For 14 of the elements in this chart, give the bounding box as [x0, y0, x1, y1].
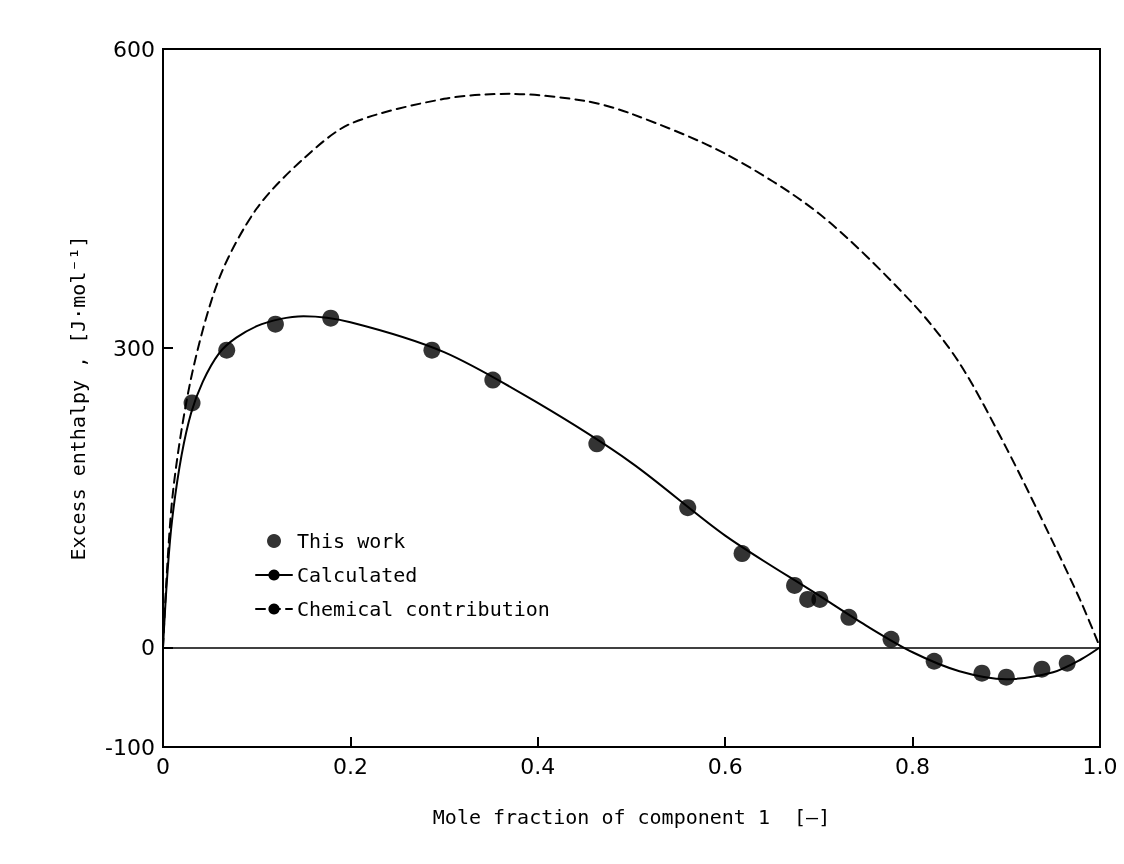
x-tick-label: 0.6: [707, 753, 743, 779]
x-tick-label: 0.8: [895, 753, 931, 779]
y-tick-label: 600: [113, 36, 155, 62]
y-tick-label: 0: [141, 634, 155, 660]
x-tick-label: 0.4: [520, 753, 556, 779]
legend-label: This work: [297, 529, 406, 553]
x-tick-label: 0.2: [332, 753, 368, 779]
y-tick-label: -100: [105, 734, 155, 760]
x-tick-label: 1.0: [1082, 753, 1118, 779]
y-tick-label: 300: [113, 335, 155, 361]
legend-label: Calculated: [297, 563, 418, 587]
x-axis-title: Mole fraction of component 1 [—]: [432, 805, 831, 829]
legend-label: Chemical contribution: [297, 597, 550, 621]
y-axis-title: Excess enthalpy , [J·mol⁻¹]: [66, 235, 90, 561]
